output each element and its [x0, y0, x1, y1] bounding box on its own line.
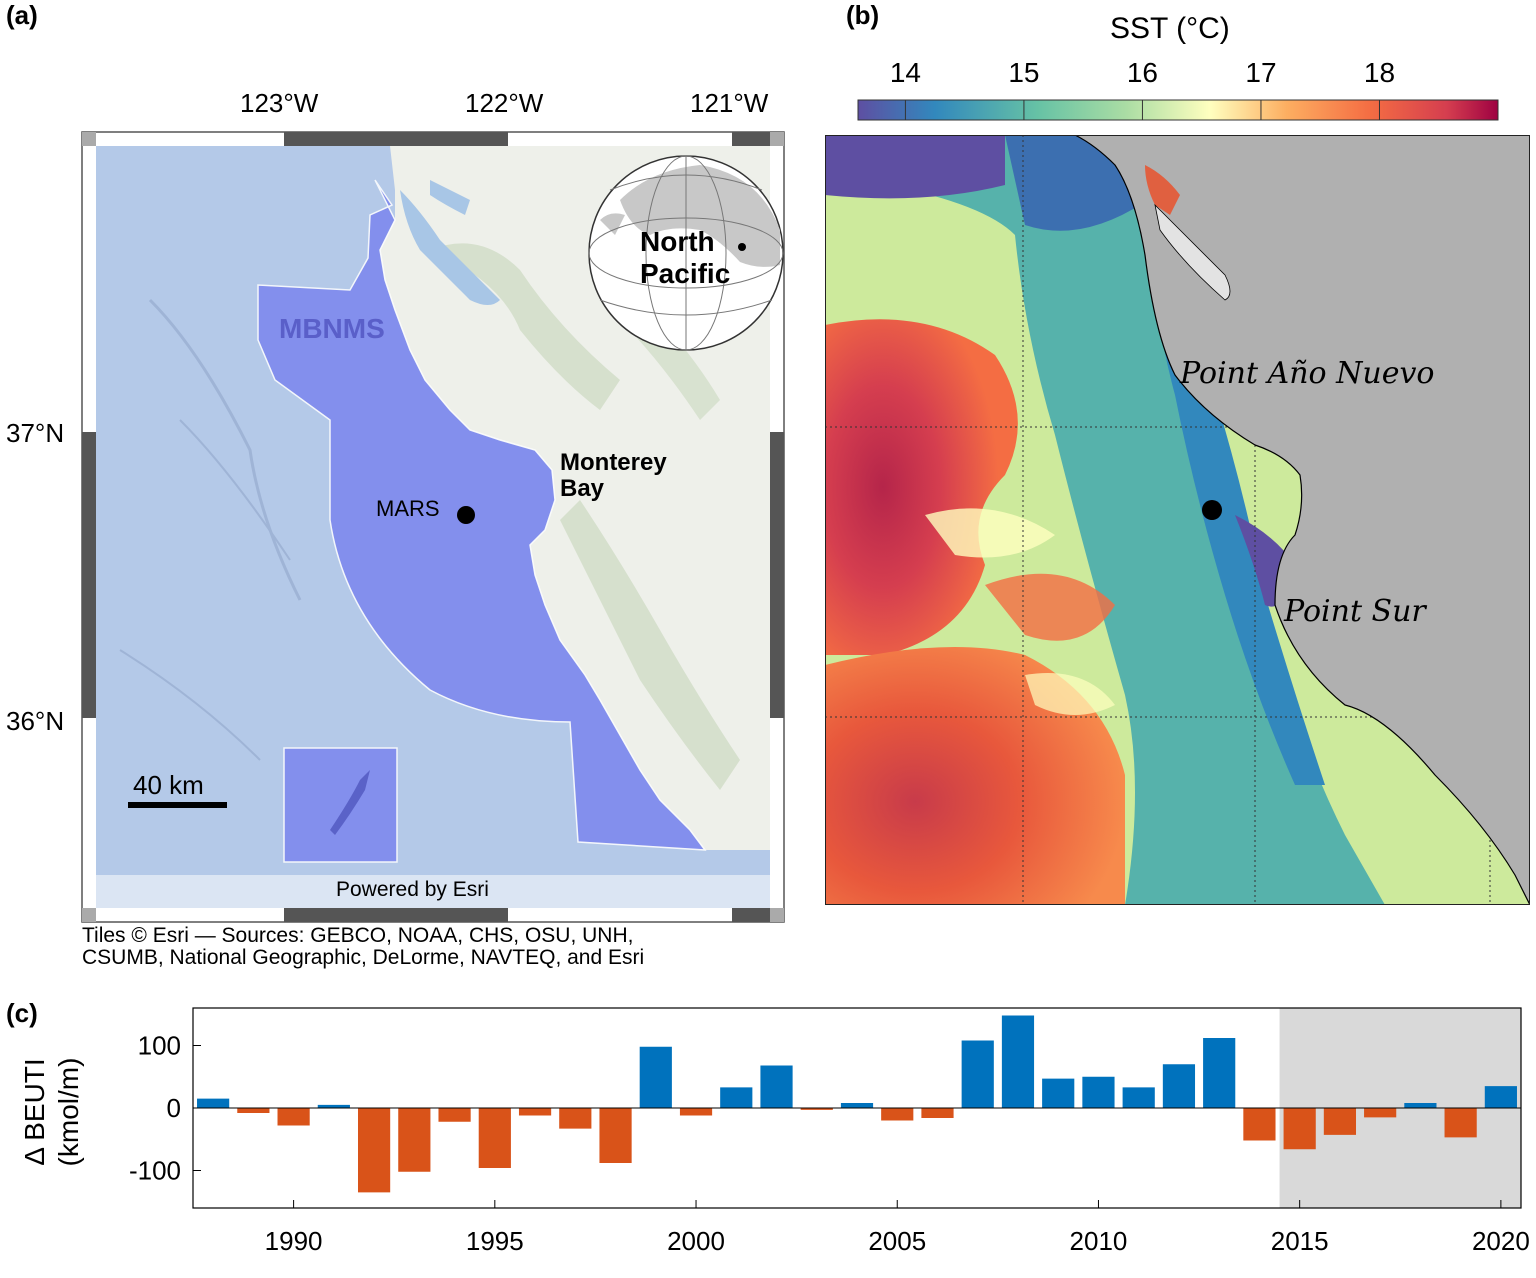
bar-1988: [197, 1098, 230, 1108]
bar-1989: [237, 1108, 270, 1113]
bar-2011: [1122, 1087, 1155, 1108]
panel-c-ylabel: Δ BEUTI (kmol/m): [18, 992, 88, 1232]
attribution: Tiles © Esri — Sources: GEBCO, NOAA, CHS…: [82, 925, 644, 969]
bar-2005: [881, 1108, 914, 1121]
beuti-bar-chart: -100 0 100 1990 1995 2000 2005 2010 2015 2020: [129, 1007, 1530, 1256]
powered-by-esri: Powered by Esri: [336, 878, 489, 901]
bar-2008: [1001, 1015, 1035, 1108]
bar-1997: [559, 1108, 592, 1129]
panel-c-label: (c): [6, 998, 38, 1028]
attribution-line2: CSUMB, National Geographic, DeLorme, NAV…: [82, 946, 645, 969]
sanctuary-label: MBNMS: [279, 313, 385, 344]
scale-bar: [128, 802, 227, 808]
bar-1999: [639, 1046, 672, 1108]
bar-2019: [1444, 1108, 1477, 1138]
bar-1993: [398, 1108, 431, 1172]
xtick-label-2005: 2005: [868, 1226, 926, 1256]
xtick-label-2020: 2020: [1472, 1226, 1530, 1256]
xtick-label-2000: 2000: [667, 1226, 725, 1256]
bar-2001: [720, 1087, 753, 1108]
ylabel-line1: Δ BEUTI: [19, 1058, 50, 1166]
bar-1996: [518, 1108, 552, 1116]
ytick-label-100: 100: [138, 1031, 181, 1061]
xtick-label-2015: 2015: [1271, 1226, 1329, 1256]
xtick-label-1990: 1990: [265, 1226, 323, 1256]
panel-a-label: (a): [6, 0, 38, 30]
bar-2009: [1042, 1078, 1075, 1108]
bar-2007: [961, 1040, 994, 1108]
bar-1995: [478, 1108, 511, 1168]
attribution-line1: Tiles © Esri — Sources: GEBCO, NOAA, CHS…: [82, 924, 634, 947]
label-point-sur: Point Sur: [1284, 594, 1426, 629]
colorbar-ticklabel-18: 18: [1364, 57, 1395, 88]
bar-2020: [1484, 1086, 1517, 1108]
davidson-seamount-zone: [283, 747, 398, 863]
colorbar-ticklabel-15: 15: [1008, 57, 1039, 88]
bar-2004: [840, 1103, 874, 1108]
sst-colorbar: 14 15 16 17 18: [857, 57, 1499, 121]
land-mask: [1074, 135, 1530, 905]
bay-label-line1: Monterey: [560, 449, 667, 476]
bar-2012: [1162, 1064, 1196, 1108]
ytick-label--100: -100: [129, 1156, 181, 1186]
bar-2000: [679, 1108, 713, 1116]
label-point-ano-nuevo: Point Año Nuevo: [1180, 356, 1435, 391]
lat-tick-36: 36°N: [6, 706, 65, 736]
bar-2018: [1404, 1103, 1437, 1108]
xtick-label-1995: 1995: [466, 1226, 524, 1256]
sst-map: [825, 135, 1530, 905]
map-panel-a: [81, 131, 785, 923]
lon-tick-123: 123°W: [240, 88, 319, 118]
ytick-label-0: 0: [167, 1093, 181, 1123]
lon-tick-122: 122°W: [465, 88, 544, 118]
xtick-label-2010: 2010: [1070, 1226, 1128, 1256]
mars-label: MARS: [376, 496, 440, 521]
bar-1990: [277, 1108, 310, 1126]
north-pacific-globe-inset: [588, 155, 784, 351]
bay-label-line2: Bay: [560, 475, 605, 502]
bar-2016: [1323, 1108, 1357, 1135]
mars-station-marker: [457, 506, 475, 524]
inset-label-line2: Pacific: [640, 258, 731, 289]
bar-2013: [1203, 1038, 1236, 1108]
bar-2002: [760, 1065, 793, 1108]
ylabel-line2: (kmol/m): [53, 1057, 84, 1167]
bar-2014: [1243, 1108, 1276, 1141]
bar-2003: [800, 1108, 833, 1110]
north-pacific-label: North Pacific: [640, 226, 730, 290]
colorbar-title: SST (°C): [1110, 12, 1230, 45]
lon-tick-121: 121°W: [690, 88, 769, 118]
colorbar-ticklabel-14: 14: [890, 57, 921, 88]
lat-tick-37: 37°N: [6, 418, 65, 448]
scale-bar-label: 40 km: [133, 770, 204, 800]
bar-1992: [357, 1108, 391, 1193]
sst-station-marker: [1202, 500, 1222, 520]
bar-2006: [921, 1108, 954, 1118]
colorbar-ticklabel-16: 16: [1127, 57, 1158, 88]
bar-2015: [1283, 1108, 1316, 1150]
bar-1994: [438, 1108, 471, 1122]
panel-b-label: (b): [846, 0, 880, 30]
bar-1998: [599, 1108, 632, 1163]
bar-2010: [1082, 1076, 1115, 1108]
inset-label-line1: North: [640, 226, 715, 257]
sanctuary-boundary: [257, 179, 707, 851]
bar-2017: [1364, 1108, 1397, 1118]
colorbar-ticklabel-17: 17: [1245, 57, 1276, 88]
monterey-bay-label: Monterey Bay: [560, 450, 667, 502]
bar-1991: [317, 1104, 350, 1108]
